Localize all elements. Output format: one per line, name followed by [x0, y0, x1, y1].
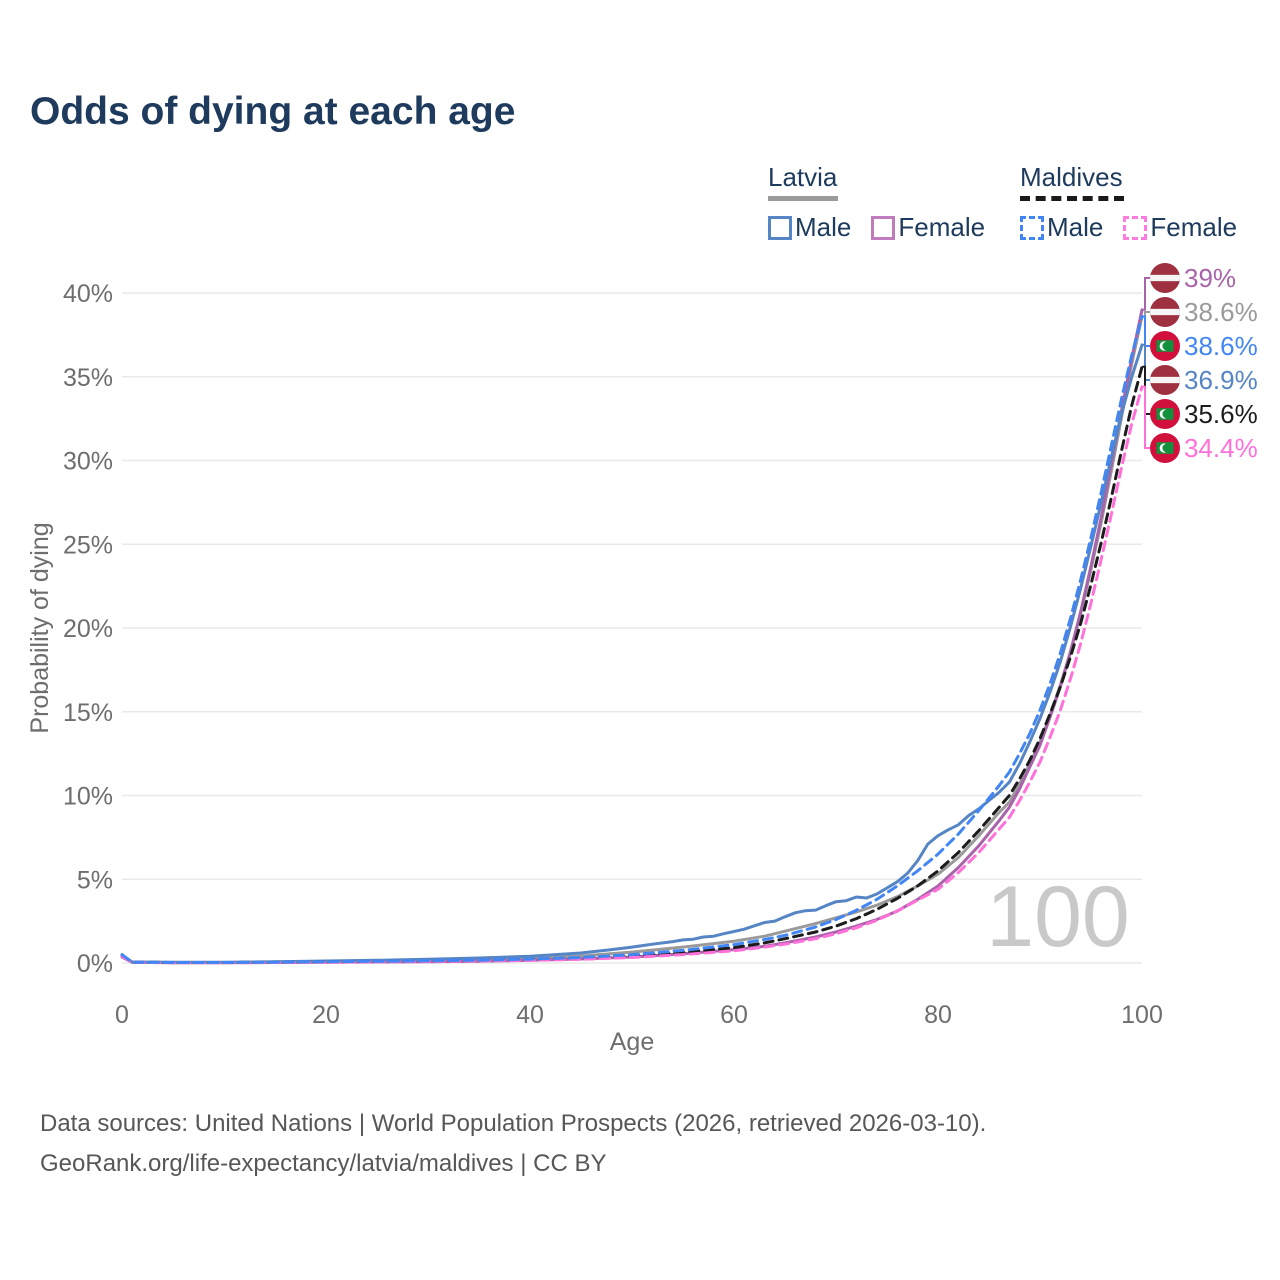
- x-tick-label: 80: [924, 1001, 952, 1029]
- hover-age-watermark: 100: [986, 869, 1130, 965]
- latvia-flag-icon: [1150, 365, 1180, 395]
- end-label-latvia-male: 36.9%: [1184, 365, 1258, 395]
- series-line-latvia-female[interactable]: [120, 308, 1144, 965]
- legend-item-maldives-male[interactable]: Male: [1020, 212, 1103, 243]
- maldives-male-swatch-icon: [1020, 215, 1044, 240]
- y-tick-label: 5%: [77, 866, 113, 894]
- latvia-flag-icon: [1150, 297, 1180, 327]
- x-axis-title: Age: [610, 1028, 654, 1056]
- y-tick-label: 10%: [63, 783, 113, 811]
- end-label-connector: [1142, 277, 1150, 311]
- maldives-flag-icon: [1150, 331, 1180, 361]
- end-label-maldives-male: 38.6%: [1184, 331, 1258, 361]
- end-label-connector: [1142, 385, 1150, 449]
- x-tick-label: 0: [115, 1001, 129, 1029]
- end-label-connector: [1142, 343, 1150, 381]
- series-line-latvia-male[interactable]: [120, 343, 1144, 964]
- chart-footer: Data sources: United Nations | World Pop…: [40, 1104, 986, 1184]
- y-tick-label: 40%: [63, 280, 113, 308]
- maldives-flag-icon: [1150, 433, 1180, 463]
- legend-item-maldives-female[interactable]: Female: [1123, 212, 1237, 243]
- x-tick-label: 60: [720, 1001, 748, 1029]
- maldives-female-swatch-icon: [1123, 215, 1148, 240]
- attribution-link[interactable]: GeoRank.org/life-expectancy/latvia/maldi…: [40, 1150, 607, 1177]
- legend-item-latvia-female[interactable]: Female: [871, 212, 985, 243]
- y-tick-label: 25%: [63, 531, 113, 559]
- end-label-maldives-female: 34.4%: [1184, 433, 1258, 463]
- data-sources-text: Data sources: United Nations | World Pop…: [40, 1110, 987, 1137]
- y-tick-label: 35%: [63, 364, 113, 392]
- legend-swatch-latvia: [768, 196, 838, 201]
- series-line-maldives[interactable]: [120, 365, 1144, 964]
- legend-item-latvia-male[interactable]: Male: [768, 212, 851, 243]
- legend-country-maldives[interactable]: Maldives: [1020, 162, 1123, 192]
- legend-group-latvia: Latvia Male Female: [768, 162, 985, 243]
- latvia-male-swatch-icon: [768, 215, 792, 240]
- series-line-maldives-female[interactable]: [120, 385, 1144, 965]
- x-tick-label: 20: [312, 1001, 340, 1029]
- x-tick-label: 40: [516, 1001, 544, 1029]
- end-label-latvia-female: 39%: [1184, 263, 1236, 293]
- y-tick-label: 20%: [63, 615, 113, 643]
- end-label-maldives: 35.6%: [1184, 399, 1258, 429]
- latvia-female-swatch-icon: [871, 215, 896, 240]
- x-tick-label: 100: [1121, 1001, 1163, 1029]
- y-tick-label: 30%: [63, 448, 113, 476]
- y-axis-title: Probability of dying: [26, 522, 54, 733]
- series-line-maldives-male[interactable]: [120, 315, 1144, 964]
- chart-title: Odds of dying at each age: [30, 90, 516, 133]
- y-tick-label: 0%: [77, 950, 113, 978]
- maldives-flag-icon: [1150, 399, 1180, 429]
- legend-swatch-maldives: [1020, 196, 1124, 201]
- series-line-latvia[interactable]: [120, 315, 1144, 964]
- end-label-connector: [1142, 315, 1150, 347]
- end-label-latvia: 38.6%: [1184, 297, 1258, 327]
- legend-country-latvia[interactable]: Latvia: [768, 162, 838, 192]
- y-tick-label: 15%: [63, 699, 113, 727]
- latvia-flag-icon: [1150, 263, 1180, 293]
- legend-group-maldives: Maldives Male Female: [1020, 162, 1237, 243]
